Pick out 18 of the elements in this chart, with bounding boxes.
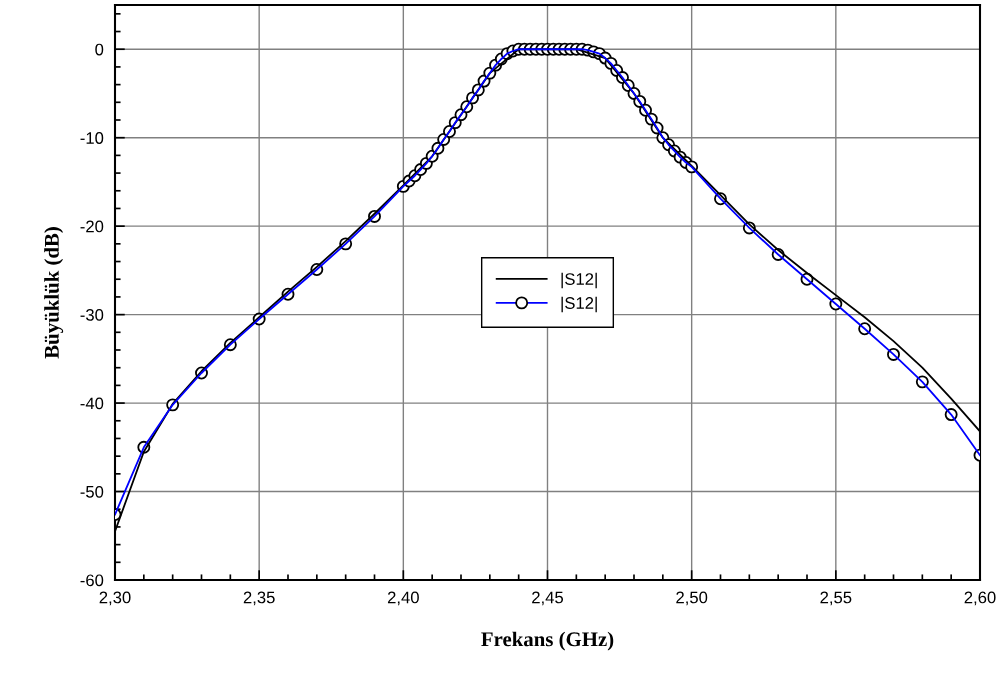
y-tick-label: -10 [80,132,104,144]
y-axis-title: Büyüklük (dB) [44,227,64,359]
y-tick-label: -50 [80,485,104,498]
y-tick-label: -30 [80,309,104,321]
y-tick-label: -60 [80,574,104,587]
x-tick-label: 2,55 [820,591,852,606]
x-tick-label: 2,45 [532,591,564,606]
x-tick-label: 2,50 [676,591,708,606]
x-axis-title: Frekans (GHz) [481,631,614,651]
x-tick-label: 2,60 [964,591,996,606]
x-tick-label: 2,35 [243,591,275,606]
legend-label: |S12| [561,296,597,313]
y-tick-label: -20 [80,220,104,233]
y-tick-label: -40 [80,397,104,410]
y-tick-label: 0 [95,43,104,56]
x-tick-label: 2,40 [387,591,419,606]
legend-label: |S12| [561,272,597,289]
x-tick-label: 2,30 [99,591,131,606]
